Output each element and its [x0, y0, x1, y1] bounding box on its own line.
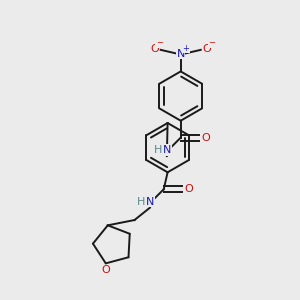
Text: O: O [202, 133, 211, 142]
Text: N: N [146, 196, 154, 206]
Text: O: O [185, 184, 194, 194]
Text: O: O [150, 44, 159, 54]
Text: H: H [153, 145, 162, 155]
Text: −: − [156, 38, 163, 47]
Text: −: − [208, 38, 215, 47]
Text: +: + [183, 44, 190, 53]
Text: N: N [163, 145, 171, 155]
Text: H: H [136, 196, 145, 206]
Text: O: O [202, 44, 211, 54]
Text: N: N [176, 49, 185, 59]
Text: O: O [101, 265, 110, 275]
